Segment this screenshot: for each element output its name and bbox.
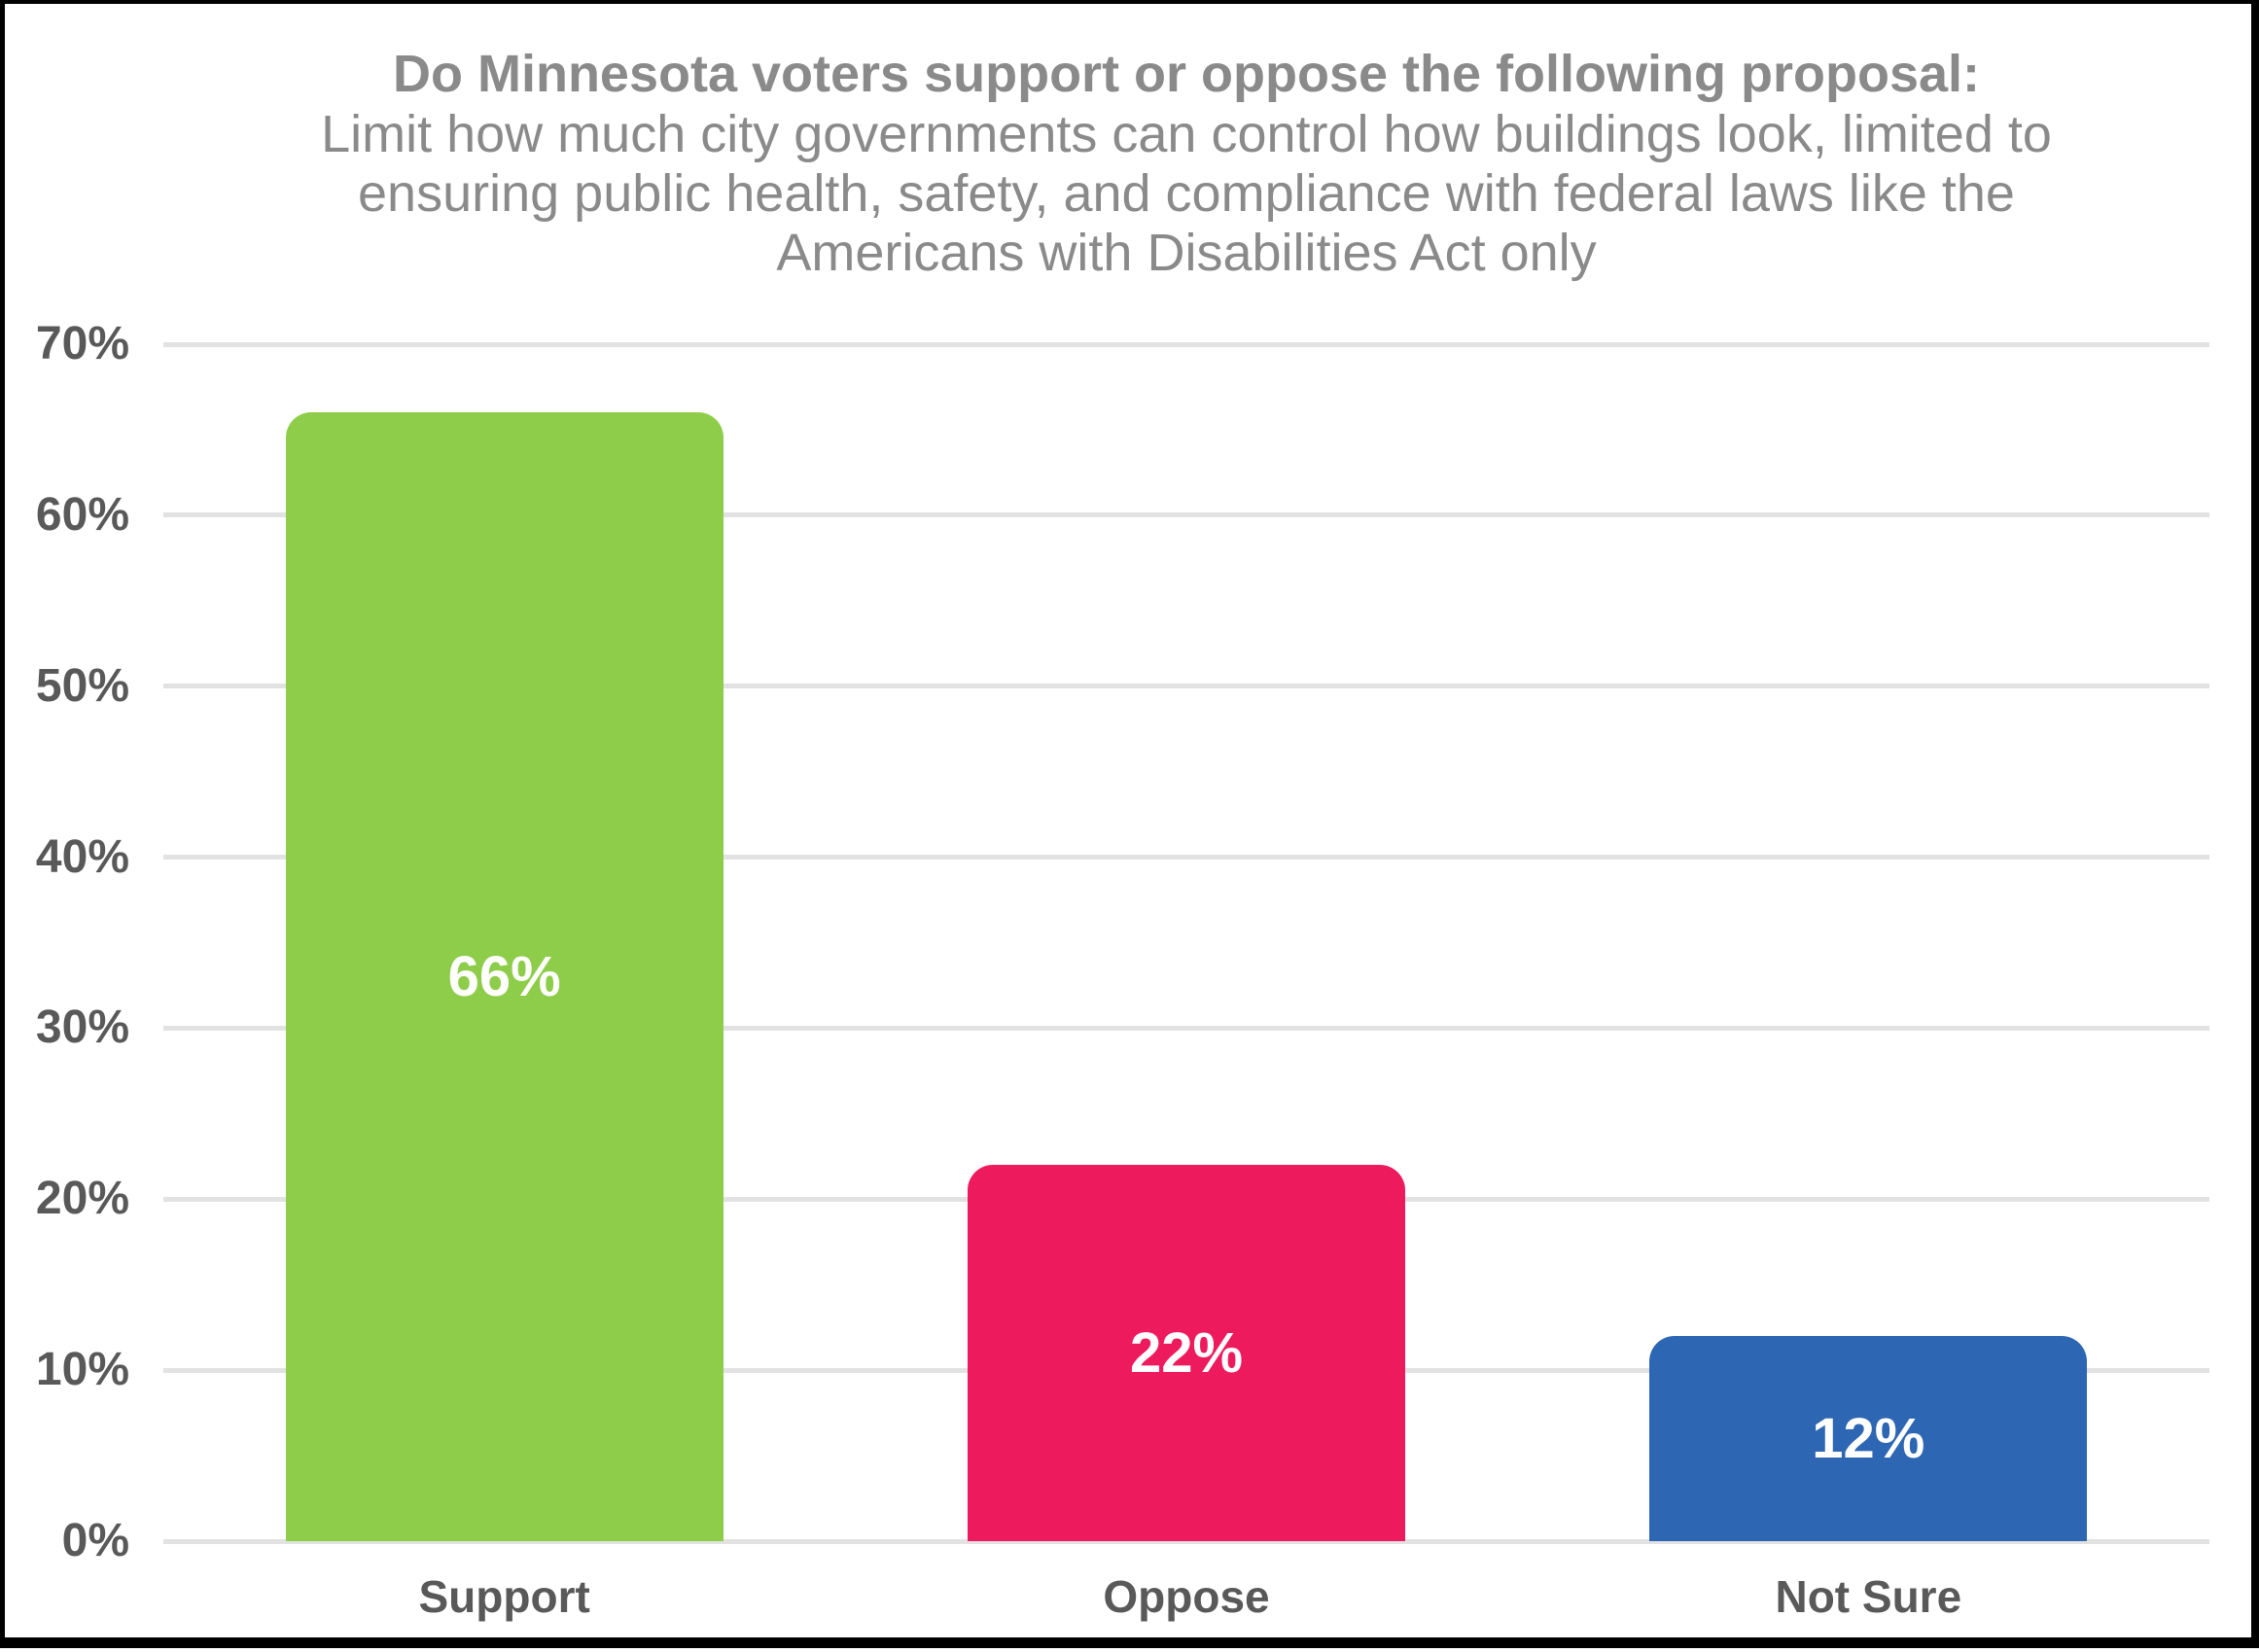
y-tick-label-50: 50% — [35, 659, 129, 712]
bar-oppose: 22% — [968, 1165, 1405, 1541]
gridline-60 — [163, 512, 2209, 518]
bar-value-label-oppose: 22% — [1129, 1321, 1244, 1386]
gridline-30 — [163, 1025, 2209, 1031]
chart-title: Do Minnesota voters support or oppose th… — [392, 45, 1981, 103]
bar-not-sure: 12% — [1649, 1335, 2088, 1541]
chart-header: Do Minnesota voters support or oppose th… — [163, 43, 2209, 283]
x-category-label-not-sure: Not Sure — [1775, 1571, 1962, 1622]
x-category-label-support: Support — [418, 1571, 590, 1622]
y-tick-label-0: 0% — [61, 1515, 129, 1566]
plot-area: 0% 10% 20% 30% 40% 50% 60% 70% 66% Support 22% Oppo… — [5, 4, 2259, 1652]
x-category-label-oppose: Oppose — [1103, 1571, 1270, 1622]
gridline-0 — [163, 1538, 2209, 1544]
gridline-50 — [163, 684, 2209, 689]
y-tick-label-40: 40% — [35, 830, 129, 883]
y-tick-label-30: 30% — [35, 1002, 129, 1054]
y-tick-label-70: 70% — [35, 318, 129, 369]
gridline-40 — [163, 855, 2209, 861]
y-tick-label-20: 20% — [35, 1173, 129, 1225]
bar-value-label-support: 66% — [447, 945, 561, 1009]
y-tick-label-60: 60% — [35, 488, 129, 541]
gridline-70 — [163, 341, 2209, 347]
y-tick-label-10: 10% — [35, 1344, 129, 1396]
bar-support: 66% — [285, 412, 724, 1541]
bar-value-label-not-sure: 12% — [1812, 1406, 1925, 1470]
chart-subtitle: Limit how much city governments can cont… — [321, 105, 2052, 282]
